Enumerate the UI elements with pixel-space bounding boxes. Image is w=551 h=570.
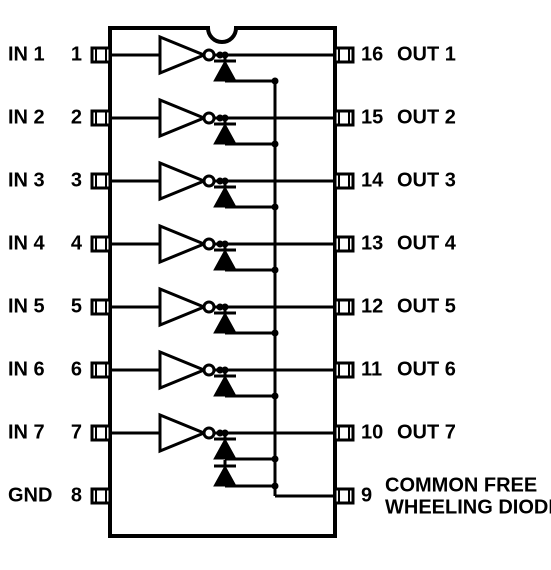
pin	[92, 111, 110, 125]
pin-label: COMMON FREE	[385, 474, 537, 496]
pin-label: WHEELING DIODES	[385, 496, 551, 518]
pin-label: OUT 5	[397, 295, 456, 317]
pin-number: 5	[71, 295, 82, 317]
pin-label: IN 5	[8, 295, 45, 317]
pin-label: OUT 3	[397, 169, 456, 191]
pin-label: IN 1	[8, 43, 45, 65]
pin	[335, 237, 353, 251]
pin	[335, 426, 353, 440]
pin	[92, 489, 110, 503]
pin	[335, 111, 353, 125]
pin	[92, 363, 110, 377]
pin-label: OUT 6	[397, 358, 456, 380]
pin-number: 7	[71, 421, 82, 443]
pin-number: 3	[71, 169, 82, 191]
pin-label: OUT 2	[397, 106, 456, 128]
pin-label: IN 7	[8, 421, 45, 443]
pin-label: OUT 7	[397, 421, 456, 443]
pin-number: 13	[361, 232, 383, 254]
pin-number: 2	[71, 106, 82, 128]
pin-number: 16	[361, 43, 383, 65]
pin-number: 9	[361, 484, 372, 506]
pin-number: 8	[71, 484, 82, 506]
pin	[92, 300, 110, 314]
pin-label: IN 6	[8, 358, 45, 380]
pin-number: 14	[361, 169, 384, 191]
pin	[335, 489, 353, 503]
pin-number: 1	[71, 43, 82, 65]
pin-number: 6	[71, 358, 82, 380]
ic-pinout-diagram: 1 IN 1 16 OUT 1 2 IN 2 15 OUT 2 3 IN 3 14 OUT 3 4 IN …	[0, 0, 551, 570]
pin-label: OUT 1	[397, 43, 456, 65]
pin	[335, 363, 353, 377]
pin-number: 4	[71, 232, 83, 254]
pin	[92, 174, 110, 188]
pin	[92, 48, 110, 62]
pin	[335, 174, 353, 188]
pin-label: IN 2	[8, 106, 45, 128]
pin-label: IN 3	[8, 169, 45, 191]
pin-label: GND	[8, 484, 52, 506]
chip-body	[110, 28, 335, 536]
pin	[92, 237, 110, 251]
pin-number: 10	[361, 421, 383, 443]
pin-number: 11	[361, 358, 382, 380]
pin-number: 12	[361, 295, 383, 317]
pin	[335, 48, 353, 62]
pin	[92, 426, 110, 440]
pin-label: OUT 4	[397, 232, 457, 254]
pin-number: 15	[361, 106, 383, 128]
pin	[335, 300, 353, 314]
pin-label: IN 4	[8, 232, 46, 254]
